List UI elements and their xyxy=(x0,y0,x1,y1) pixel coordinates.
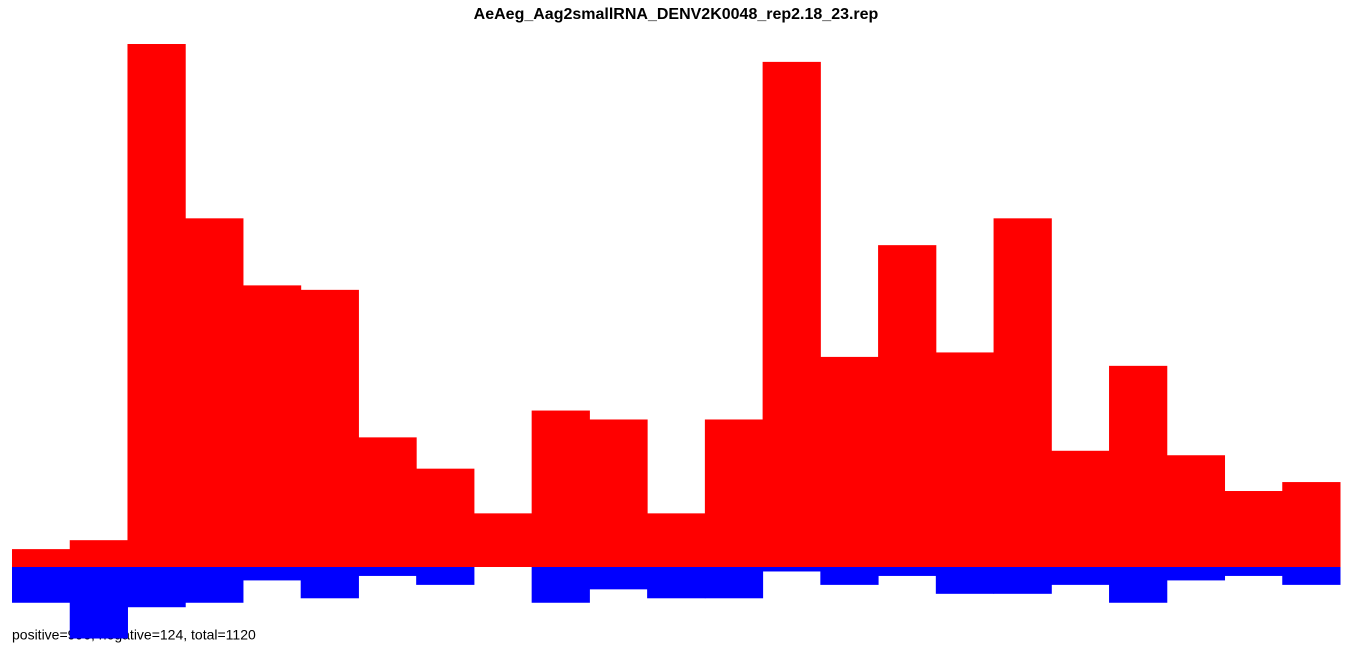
bar xyxy=(1166,455,1226,567)
bar xyxy=(300,567,359,599)
bar xyxy=(1282,482,1341,567)
bar xyxy=(358,567,417,576)
bar xyxy=(878,245,937,567)
chart-title: AeAeg_Aag2smallRNA_DENV2K0048_rep2.18_23… xyxy=(474,6,879,23)
bar xyxy=(647,513,706,567)
bar xyxy=(878,567,937,576)
bar xyxy=(473,513,533,567)
bar xyxy=(589,419,648,567)
bar xyxy=(704,567,764,599)
bar xyxy=(704,419,764,567)
bar xyxy=(127,44,186,567)
bar xyxy=(647,567,706,599)
bar xyxy=(1051,450,1110,567)
bar xyxy=(935,567,995,594)
bar xyxy=(12,549,71,567)
bar xyxy=(127,567,186,608)
bar xyxy=(993,218,1052,568)
bar xyxy=(242,285,302,567)
bar xyxy=(820,356,879,567)
bar xyxy=(1109,365,1168,567)
summary-note: positive=996, negative=124, total=1120 xyxy=(12,627,256,643)
bar xyxy=(69,540,128,567)
bar xyxy=(531,410,590,567)
bar xyxy=(242,567,302,581)
bar xyxy=(69,567,128,639)
bar xyxy=(185,218,244,568)
bar xyxy=(416,468,475,567)
bar xyxy=(762,567,821,572)
bar xyxy=(589,567,648,590)
bar xyxy=(416,567,475,585)
bar xyxy=(1051,567,1110,585)
bar xyxy=(1224,567,1283,576)
bar xyxy=(531,567,590,603)
bar xyxy=(185,567,244,603)
bar xyxy=(1166,567,1226,581)
bar xyxy=(993,567,1052,594)
bar xyxy=(762,61,821,567)
bar xyxy=(1282,567,1341,585)
bar xyxy=(12,567,71,603)
bar xyxy=(358,437,417,567)
bar xyxy=(300,289,359,567)
bar xyxy=(1109,567,1168,603)
bar xyxy=(820,567,879,585)
bar xyxy=(935,352,995,567)
bar xyxy=(1224,491,1283,567)
